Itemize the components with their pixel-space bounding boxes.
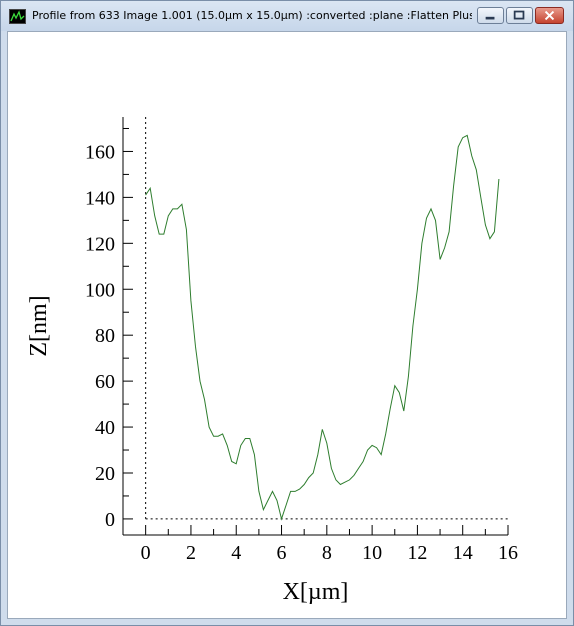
x-tick-label: 12	[407, 542, 427, 564]
y-tick-label: 100	[85, 279, 115, 301]
maximize-icon	[513, 10, 525, 20]
maximize-button[interactable]	[506, 7, 533, 24]
y-tick-label: 120	[85, 233, 115, 255]
close-icon	[544, 10, 555, 21]
y-tick-label: 20	[95, 463, 115, 485]
x-tick-label: 0	[141, 542, 151, 564]
x-tick-label: 16	[498, 542, 518, 564]
window-title: Profile from 633 Image 1.001 (15.0µm x 1…	[32, 9, 472, 22]
y-axis-label: Z[nm]	[26, 295, 52, 356]
profile-app-icon	[9, 9, 26, 24]
x-tick-label: 10	[362, 542, 382, 564]
x-tick-label: 2	[186, 542, 196, 564]
y-tick-label: 140	[85, 187, 115, 209]
y-tick-label: 80	[95, 325, 115, 347]
x-tick-label: 4	[231, 542, 241, 564]
x-tick-label: 6	[277, 542, 287, 564]
minimize-button[interactable]	[477, 7, 504, 24]
y-tick-label: 0	[105, 509, 115, 531]
x-axis-label: X[µm]	[283, 579, 349, 605]
profile-line	[145, 134, 500, 521]
close-button[interactable]	[535, 7, 564, 24]
y-tick-label: 40	[95, 417, 115, 439]
y-tick-label: 160	[85, 141, 115, 163]
x-tick-label: 8	[322, 542, 332, 564]
chart-area: 0 2 4 6 8 10 12 14 16 0 20 40 60 80 100 120 140 160 X[µm]…	[7, 31, 567, 619]
title-bar[interactable]: Profile from 633 Image 1.001 (15.0µm x 1…	[1, 1, 573, 31]
y-tick-label: 60	[95, 371, 115, 393]
minimize-icon	[485, 16, 495, 20]
x-tick-label: 14	[453, 542, 473, 564]
